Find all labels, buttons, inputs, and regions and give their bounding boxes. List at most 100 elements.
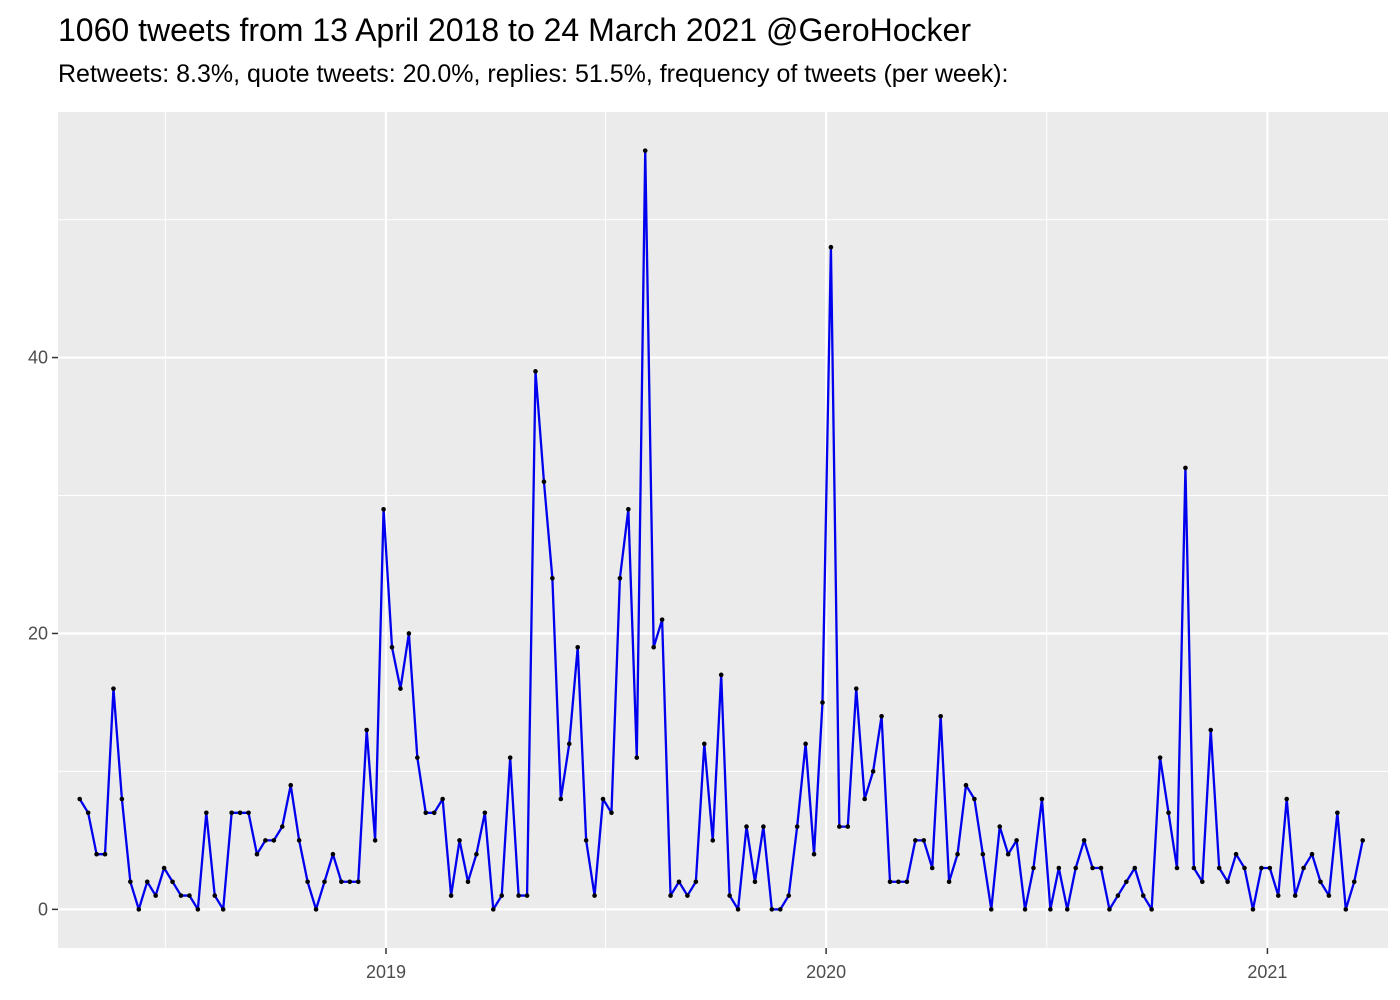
data-point [398,686,403,691]
data-point [448,893,454,898]
data-point [634,755,640,760]
data-point [1360,838,1365,843]
data-point [1132,865,1138,871]
y-tick-label: 0 [38,899,48,919]
data-point [1200,879,1205,885]
data-point [1292,893,1298,898]
data-point [1073,865,1078,871]
data-point [1124,879,1129,885]
data-point [313,907,319,912]
data-point [440,796,445,802]
data-point [642,148,648,153]
data-point [862,796,867,802]
data-point [279,824,285,829]
data-point [575,644,580,650]
data-point [1259,865,1264,871]
data-point [406,631,412,636]
data-point [541,479,547,485]
data-point [1149,907,1154,912]
x-tick-label: 2020 [806,962,846,982]
data-point [516,893,521,898]
data-point [1208,727,1214,733]
data-point [347,879,353,885]
data-point [1318,879,1323,885]
data-point [1326,893,1332,898]
data-point [372,838,378,843]
data-point [111,686,116,691]
data-point [651,644,656,650]
data-point [229,810,234,816]
data-point [887,879,893,885]
data-point [811,851,817,857]
data-point [710,838,716,843]
data-point [246,810,251,816]
data-point [913,838,918,843]
data-point [1309,851,1315,857]
data-point [1166,810,1171,816]
data-point [161,865,167,871]
data-point [853,686,859,691]
chart-subtitle: Retweets: 8.3%, quote tweets: 20.0%, rep… [58,60,1009,88]
data-point [1014,838,1019,843]
data-point [474,851,479,857]
data-point [1233,851,1239,857]
data-point [355,879,361,885]
data-point [600,796,606,802]
data-point [170,879,175,885]
x-tick-label: 2019 [366,962,406,982]
data-point [144,879,150,885]
data-point [702,741,707,747]
data-point [423,810,429,816]
data-point [119,796,125,802]
data-point [305,879,310,885]
data-point [1267,865,1273,871]
data-point [718,672,724,678]
data-point [1081,838,1087,843]
x-tick-label: 2021 [1247,962,1287,982]
data-point [102,851,108,857]
data-point [592,893,597,898]
data-point [1301,865,1306,871]
data-point [524,893,530,898]
data-point [761,824,766,829]
data-point [136,907,142,912]
data-point [1098,865,1104,871]
data-point [558,796,564,802]
data-point [769,907,775,912]
data-point [507,755,513,760]
data-point [457,838,462,843]
data-point [339,879,344,885]
data-point [955,851,960,857]
data-point [879,713,884,719]
data-point [609,810,614,816]
data-point [744,824,749,829]
data-point [972,796,977,802]
data-point [490,907,496,912]
data-point [271,838,277,843]
data-point [752,879,758,885]
minor-gridlines [58,112,1388,948]
data-point [929,865,935,871]
data-point [220,907,226,912]
data-point [1216,865,1222,871]
series-points-group [77,148,1365,912]
y-tick-label: 20 [28,623,48,643]
data-point [786,893,792,898]
data-point [153,893,158,898]
data-point [1343,907,1349,912]
data-point [617,575,623,581]
axis-tick-labels: 0 20 40 2019 2020 2021 [28,348,1287,982]
data-point [465,879,471,885]
data-point [1351,879,1357,885]
axis-ticks [52,356,1269,954]
data-point [1275,893,1281,898]
data-point [837,824,842,829]
data-point [415,755,420,760]
data-point [195,907,201,912]
chart-title: 1060 tweets from 13 April 2018 to 24 Mar… [58,12,971,48]
data-point [845,824,851,829]
data-point [904,879,910,885]
data-point [794,824,800,829]
data-point [1242,865,1247,871]
